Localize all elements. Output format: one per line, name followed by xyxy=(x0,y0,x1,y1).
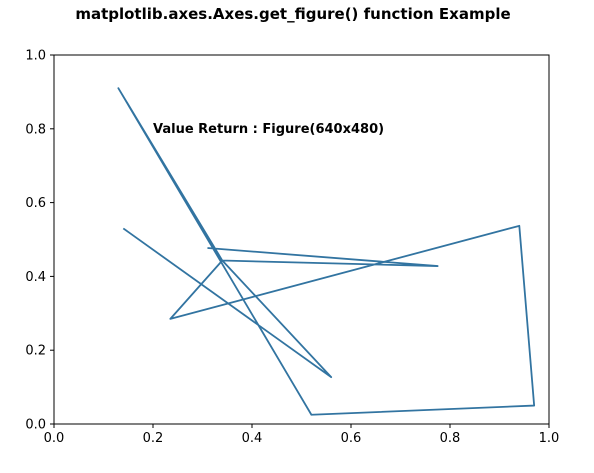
y-tick-label: 0.0 xyxy=(25,418,46,433)
y-tick-label: 1.0 xyxy=(25,49,46,64)
x-tick-label: 0.0 xyxy=(44,431,65,446)
annotation-text: Value Return : Figure(640x480) xyxy=(153,122,384,137)
y-tick-label: 0.8 xyxy=(25,122,46,137)
chart-title: matplotlib.axes.Axes.get_figure() functi… xyxy=(75,5,510,23)
x-axis: 0.0 0.2 0.4 0.6 0.8 1.0 xyxy=(44,424,560,446)
x-tick-label: 0.8 xyxy=(440,431,461,446)
series-line-0 xyxy=(117,87,536,416)
x-tick-label: 1.0 xyxy=(539,431,560,446)
y-tick-label: 0.4 xyxy=(25,270,46,285)
y-tick-label: 0.6 xyxy=(25,196,46,211)
x-tick-label: 0.2 xyxy=(143,431,164,446)
x-tick-label: 0.6 xyxy=(341,431,362,446)
y-tick-label: 0.2 xyxy=(25,344,46,359)
annotations: Value Return : Figure(640x480) xyxy=(153,122,384,137)
y-axis: 0.0 0.2 0.4 0.6 0.8 1.0 xyxy=(25,49,54,433)
x-tick-label: 0.4 xyxy=(242,431,263,446)
axes-frame xyxy=(53,54,550,425)
plot-area xyxy=(53,54,550,425)
